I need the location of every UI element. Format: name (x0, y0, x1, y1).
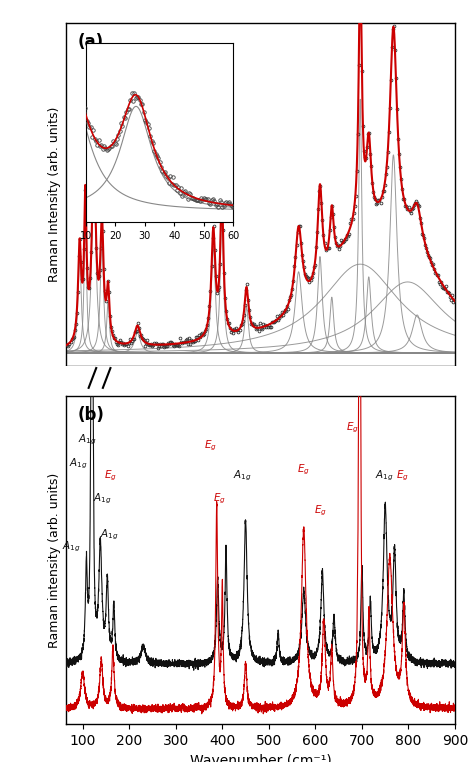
Y-axis label: Raman Intensity (arb. units): Raman Intensity (arb. units) (48, 107, 61, 282)
Text: $E_g$: $E_g$ (346, 421, 359, 435)
X-axis label: Wavenumber (cm⁻¹): Wavenumber (cm⁻¹) (190, 753, 332, 762)
Text: $A_{1g}$: $A_{1g}$ (233, 468, 252, 482)
Text: $A_{1g}$: $A_{1g}$ (93, 492, 111, 507)
Text: $A_{1g}$: $A_{1g}$ (375, 468, 393, 482)
Text: $A_{1g}$: $A_{1g}$ (62, 539, 81, 554)
Text: $A_{1g}$: $A_{1g}$ (69, 456, 88, 471)
Y-axis label: Raman intensity (arb. units): Raman intensity (arb. units) (48, 472, 61, 648)
Text: $E_g$: $E_g$ (104, 468, 117, 482)
Text: $E_g$: $E_g$ (213, 492, 226, 507)
Text: $A_{1g}$: $A_{1g}$ (78, 433, 97, 447)
Text: $A_{1g}$: $A_{1g}$ (100, 528, 118, 543)
Text: $E_g$: $E_g$ (297, 463, 310, 477)
X-axis label: Wavenumber (cm⁻¹): Wavenumber (cm⁻¹) (190, 395, 332, 409)
Text: $E_g$: $E_g$ (204, 438, 217, 453)
Text: $E_g$: $E_g$ (314, 504, 327, 518)
Text: (a): (a) (78, 34, 104, 51)
Text: (b): (b) (78, 406, 105, 424)
Text: $E_g$: $E_g$ (395, 468, 409, 482)
